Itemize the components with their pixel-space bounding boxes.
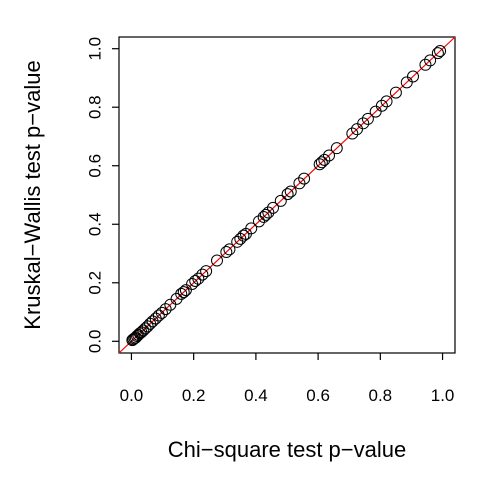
data-point <box>267 201 279 214</box>
data-point <box>223 243 236 256</box>
data-point <box>155 306 168 319</box>
data-point <box>293 177 306 190</box>
data-point <box>346 127 359 140</box>
data-point <box>281 188 294 201</box>
data-point <box>361 112 374 125</box>
data-point <box>380 95 393 108</box>
data-point <box>175 287 188 300</box>
data-point <box>431 47 444 60</box>
data-point <box>179 284 192 297</box>
x-tick-label: 0.0 <box>120 386 144 405</box>
data-point <box>159 303 172 316</box>
data-point <box>424 54 437 67</box>
data-point <box>139 322 152 335</box>
data-point <box>189 275 202 288</box>
data-point <box>257 210 270 223</box>
data-point <box>375 99 388 112</box>
x-tick-label: 1.0 <box>431 386 455 405</box>
x-axis-title: Chi−square test p−value <box>168 437 407 462</box>
data-point <box>231 235 244 248</box>
data-point <box>237 229 250 242</box>
y-tick-label: 0.4 <box>86 212 105 236</box>
y-tick-label: 0.0 <box>86 329 105 353</box>
data-point <box>407 70 419 83</box>
data-point <box>200 265 213 278</box>
data-point <box>262 206 275 219</box>
data-point <box>318 153 331 166</box>
x-tick-label: 0.4 <box>244 386 268 405</box>
data-point <box>211 254 223 267</box>
data-point <box>259 208 272 221</box>
data-point <box>315 156 328 169</box>
data-point <box>220 246 233 259</box>
y-axis-title: Kruskal−Wallis test p−value <box>20 60 45 329</box>
data-point <box>177 286 190 299</box>
data-point <box>137 324 150 337</box>
x-tick-label: 0.8 <box>369 386 393 405</box>
y-tick-label: 0.8 <box>86 95 105 119</box>
data-point <box>298 172 311 185</box>
data-point <box>196 268 209 281</box>
y-tick-label: 1.0 <box>86 37 105 61</box>
plot-frame <box>118 36 456 354</box>
x-tick-label: 0.6 <box>306 386 330 405</box>
data-point <box>389 86 402 99</box>
data-point <box>357 117 370 130</box>
data-point <box>245 222 258 235</box>
y-axis: 0.0 0.2 0.4 0.6 0.8 1.0 <box>86 37 119 353</box>
data-point <box>274 194 287 207</box>
data-point <box>419 58 432 71</box>
x-tick-label: 0.2 <box>182 386 206 405</box>
points-layer <box>126 45 447 347</box>
x-axis: 0.0 0.2 0.4 0.6 0.8 1.0 <box>120 353 455 405</box>
data-point <box>192 272 205 285</box>
y-tick-label: 0.2 <box>86 271 105 295</box>
y-tick-label: 0.6 <box>86 154 105 178</box>
data-point <box>313 158 326 171</box>
data-point <box>434 45 447 58</box>
data-point <box>253 215 265 228</box>
data-point <box>330 142 343 155</box>
data-point <box>152 309 165 322</box>
data-point <box>284 185 297 198</box>
data-point <box>323 149 335 162</box>
